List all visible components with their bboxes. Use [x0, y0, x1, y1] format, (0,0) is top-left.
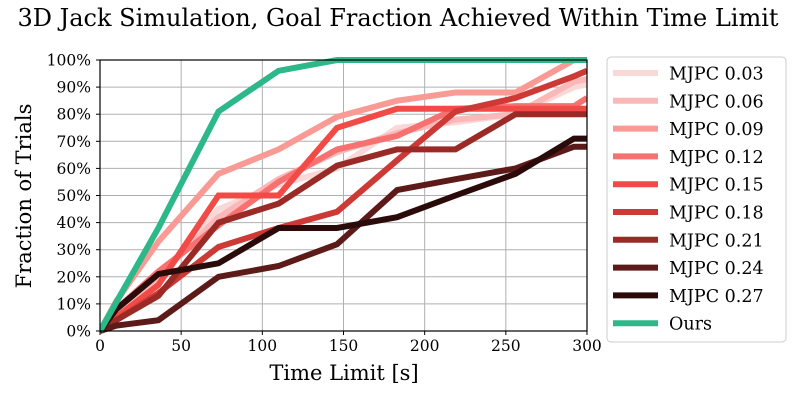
legend-item-mjpc-0-18: MJPC 0.18 — [613, 204, 764, 224]
y-tick-label: 20% — [57, 268, 91, 286]
y-tick-label: 90% — [57, 79, 91, 97]
y-tick-label: 0% — [66, 323, 91, 341]
legend-item-mjpc-0-12: MJPC 0.12 — [613, 148, 764, 168]
legend-item-mjpc-0-27: MJPC 0.27 — [613, 287, 764, 307]
x-axis-label: Time Limit [s] — [269, 361, 418, 385]
legend-label: Ours — [669, 315, 712, 335]
series-lines — [100, 57, 587, 334]
x-tick-label: 150 — [329, 337, 359, 355]
legend-label: MJPC 0.09 — [669, 120, 764, 140]
legend-item-mjpc-0-21: MJPC 0.21 — [613, 231, 764, 251]
y-tick-label: 80% — [57, 106, 91, 124]
legend-label: MJPC 0.21 — [669, 231, 764, 251]
legend-item-mjpc-0-06: MJPC 0.06 — [613, 92, 764, 112]
legend-label: MJPC 0.06 — [669, 92, 764, 112]
y-tick-label: 40% — [57, 214, 91, 232]
series-line-mjpc-0-21 — [100, 111, 587, 334]
series-line-mjpc-0-15 — [100, 105, 587, 334]
y-tick-label: 50% — [57, 187, 91, 205]
legend-label: MJPC 0.12 — [669, 148, 764, 168]
x-tick-label: 50 — [171, 337, 191, 355]
legend-item-ours: Ours — [613, 315, 712, 335]
series-line-mjpc-0-27 — [100, 135, 587, 333]
legend: MJPC 0.03 MJPC 0.06 MJPC 0.09 MJPC 0.12 MJPC… — [606, 56, 787, 343]
y-axis-label: Fraction of Trials — [12, 104, 36, 289]
chart-title: 3D Jack Simulation, Goal Fraction Achiev… — [17, 4, 778, 32]
y-tick-label: 70% — [57, 133, 91, 151]
y-tick-label: 10% — [57, 295, 91, 313]
legend-item-mjpc-0-09: MJPC 0.09 — [613, 120, 764, 140]
legend-item-mjpc-0-03: MJPC 0.03 — [613, 65, 764, 85]
x-tick-label: 250 — [491, 337, 521, 355]
legend-item-mjpc-0-15: MJPC 0.15 — [613, 176, 764, 196]
y-tick-label: 100% — [47, 52, 91, 70]
x-tick-label: 200 — [410, 337, 440, 355]
legend-label: MJPC 0.27 — [669, 287, 764, 307]
y-tick-label: 60% — [57, 160, 91, 178]
series-line-mjpc-0-09 — [100, 57, 587, 333]
axis-ticks: 0 50 100 150 200 250 300 0% 10% 20% 30% 40% 50% 60% 70… — [47, 52, 602, 356]
legend-label: MJPC 0.24 — [669, 259, 764, 279]
legend-label: MJPC 0.15 — [669, 176, 764, 196]
legend-label: MJPC 0.03 — [669, 65, 764, 85]
y-tick-label: 30% — [57, 241, 91, 259]
x-tick-label: 0 — [95, 337, 105, 355]
legend-item-mjpc-0-24: MJPC 0.24 — [613, 259, 764, 279]
legend-label: MJPC 0.18 — [669, 204, 764, 224]
x-tick-label: 100 — [248, 337, 278, 355]
x-tick-label: 300 — [572, 337, 602, 355]
